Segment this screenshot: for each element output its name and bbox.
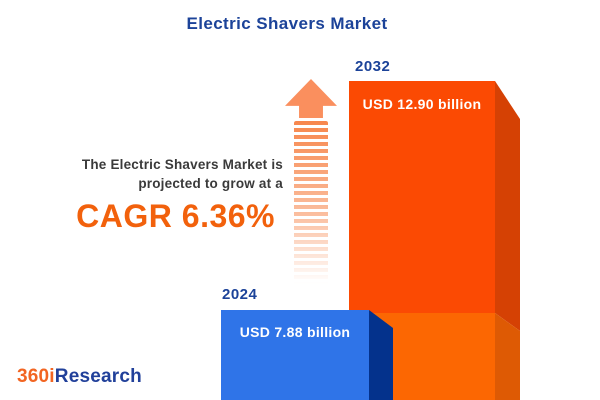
logo-part-360i: 360i: [17, 366, 55, 387]
bar-2032-side-bottom: [495, 313, 520, 400]
bar-value-2032: USD 12.90 billion: [362, 96, 482, 112]
bar-value-2024: USD 7.88 billion: [239, 324, 351, 340]
bar-2032-front-top: [349, 81, 495, 313]
growth-annotation: The Electric Shavers Market is projected…: [76, 156, 283, 235]
bar-label-2024: 2024: [222, 286, 258, 303]
cagr-value: CAGR 6.36%: [76, 198, 275, 234]
arrow-dashed-tail: [294, 121, 328, 289]
growth-arrow: [285, 79, 337, 291]
growth-text-line2: projected to grow at a: [138, 175, 283, 191]
bar-label-2032: 2032: [355, 58, 391, 75]
logo-part-research: Research: [54, 366, 142, 387]
bar-2032-side-top: [495, 81, 520, 331]
page-title: Electric Shavers Market: [186, 14, 388, 33]
bar-2024-front: [221, 310, 369, 400]
company-logo: 360iResearch: [17, 366, 142, 388]
arrow-up-icon: [285, 79, 337, 118]
growth-text-line1: The Electric Shavers Market is: [81, 157, 283, 172]
bar-2024-side: [369, 310, 393, 400]
